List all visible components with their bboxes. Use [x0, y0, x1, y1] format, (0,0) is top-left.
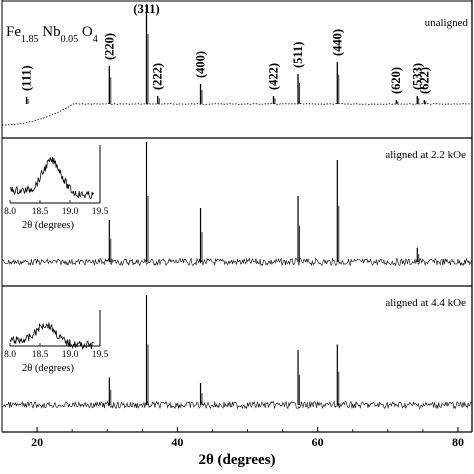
x-tick-label: 40	[171, 435, 183, 449]
inset-trace	[9, 322, 94, 350]
peak-label: (422)	[266, 63, 280, 90]
inset-tick-label: 19.0	[62, 207, 79, 217]
peak-label: (440)	[330, 29, 344, 56]
peak-label: (511)	[291, 42, 305, 68]
inset-tick-label: 8.0	[4, 350, 16, 360]
inset-xlabel: 2θ (degrees)	[22, 220, 74, 231]
unaligned-background	[2, 103, 473, 126]
panel-annotation: aligned at 2.2 kOe	[385, 149, 466, 161]
panel-frames	[1, 0, 473, 433]
panel-annotation: unaligned	[425, 17, 469, 29]
noise-trace	[1, 257, 472, 267]
peak-label: (111)	[20, 65, 34, 91]
panel-content: (111) (220) (311) (222) (400) (422) (511) (440)…	[1, 2, 473, 410]
peak-label: (220)	[102, 33, 116, 60]
inset-tick-label: 19.5	[92, 207, 109, 217]
x-tick-label: 80	[452, 435, 464, 449]
peak-label: (400)	[194, 51, 208, 78]
x-axis: 20 40 60 80	[1, 427, 464, 449]
inset-tick-label: 19.5	[92, 350, 109, 360]
peak-label: (533)	[410, 63, 424, 90]
panel-annotation: aligned at 4.4 kOe	[385, 297, 466, 309]
x-tick-label: 60	[312, 435, 324, 449]
peak-label: (222)	[151, 63, 165, 90]
inset-tick-label: 8.0	[4, 207, 16, 217]
inset-xlabel: 2θ (degrees)	[22, 363, 74, 374]
formula-label: Fe1.85 Nb0.05 O4	[6, 24, 98, 45]
inset-tick-label: 18.5	[32, 207, 49, 217]
inset-tick-label: 18.5	[32, 350, 49, 360]
peak-label: (620)	[389, 67, 403, 94]
x-axis-title: 2θ (degrees)	[198, 452, 275, 468]
inset-trace	[9, 156, 94, 200]
inset-tick-label: 19.0	[62, 350, 79, 360]
peak-label: (622)	[417, 67, 431, 94]
noise-trace	[1, 400, 472, 410]
peak-label: (311)	[133, 2, 159, 16]
x-tick-label: 20	[31, 435, 43, 449]
